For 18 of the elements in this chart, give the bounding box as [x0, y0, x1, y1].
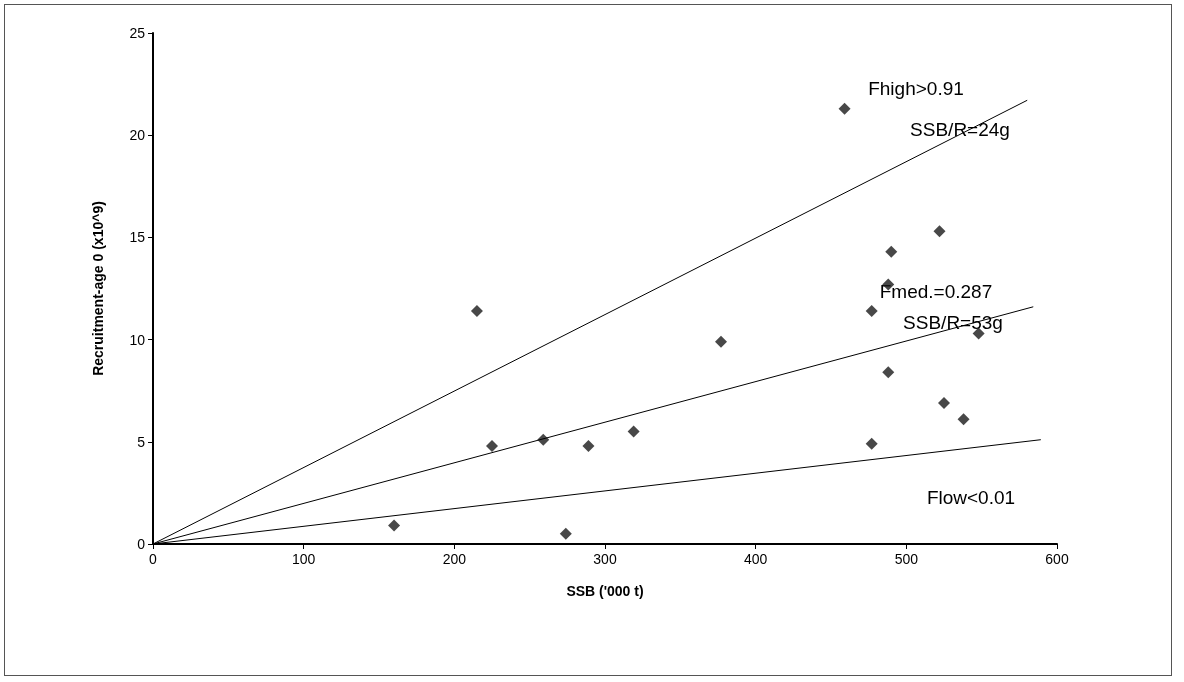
annotation: Fhigh>0.91 [868, 77, 964, 99]
y-tick-label: 20 [129, 127, 146, 144]
x-tick-label: 400 [743, 551, 768, 567]
x-tick-label: 100 [291, 551, 316, 567]
x-tick-label: 0 [149, 551, 158, 567]
x-axis-title: SSB ('000 t) [566, 583, 644, 599]
y-axis-title: Recruitment-age 0 (x10^9) [90, 201, 106, 376]
y-tick-label: 25 [129, 25, 146, 41]
y-tick-label: 15 [129, 229, 146, 246]
x-tick-label: 600 [1045, 551, 1069, 567]
annotation: Flow<0.01 [926, 486, 1016, 508]
x-tick-label: 500 [894, 551, 919, 567]
y-tick-label: 10 [129, 331, 146, 348]
x-tick-label: 200 [442, 551, 467, 567]
y-tick-label: 0 [137, 536, 146, 552]
y-tick-label: 5 [137, 433, 146, 450]
annotation: Fmed.=0.287 [879, 280, 993, 302]
x-tick-label: 300 [593, 551, 617, 567]
